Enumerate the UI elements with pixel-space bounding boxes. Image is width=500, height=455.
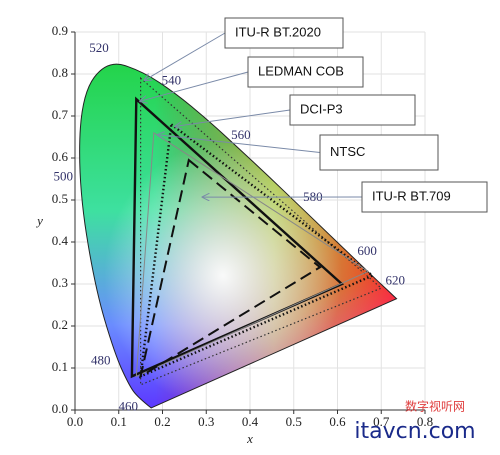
callout-box bbox=[361, 181, 488, 213]
y-axis-label: y bbox=[35, 213, 43, 228]
y-tick-label: 0.6 bbox=[52, 149, 69, 164]
watermark: 数字视听网 bbox=[405, 399, 465, 414]
plot: 460 480 500 520 540 560 580 600 620 bbox=[53, 40, 405, 413]
wavelength-label: 620 bbox=[386, 272, 406, 287]
callout-arrow bbox=[158, 135, 321, 153]
callout-box bbox=[224, 17, 344, 49]
callout-label: LEDMAN COB bbox=[258, 63, 344, 78]
spectral-locus bbox=[79, 63, 398, 409]
wavelength-label: 600 bbox=[357, 243, 377, 258]
x-tick-label: 0.7 bbox=[373, 414, 390, 429]
wavelength-label: 540 bbox=[162, 73, 182, 88]
x-tick-label: 0.1 bbox=[111, 414, 127, 429]
y-tick-label: 0.8 bbox=[52, 65, 68, 80]
wavelength-label: 500 bbox=[53, 169, 73, 184]
callout-arrow bbox=[145, 32, 226, 80]
callout-arrow bbox=[140, 71, 249, 101]
x-tick-label: 0.2 bbox=[154, 414, 170, 429]
x-axis-label: x bbox=[246, 431, 253, 446]
wavelength-label: 460 bbox=[118, 398, 138, 413]
y-tick-label: 0.0 bbox=[52, 401, 68, 416]
y-tick-label: 0.2 bbox=[52, 317, 68, 332]
callout-label: NTSC bbox=[330, 144, 365, 159]
gamut-triangle bbox=[140, 76, 383, 386]
callout-label: DCI-P3 bbox=[300, 101, 343, 116]
x-tick-label: 0.3 bbox=[198, 414, 214, 429]
wavelength-label: 520 bbox=[89, 40, 109, 55]
callout-box bbox=[289, 94, 416, 126]
x-tick-label: 0.6 bbox=[329, 414, 346, 429]
wavelength-label: 560 bbox=[231, 127, 251, 142]
callout-arrow bbox=[175, 109, 291, 126]
x-tick-label: 0.8 bbox=[417, 414, 433, 429]
y-tick-label: 0.4 bbox=[52, 233, 69, 248]
y-tick-label: 0.9 bbox=[52, 23, 68, 38]
gamut-triangle bbox=[139, 158, 322, 379]
gamut-triangle bbox=[130, 96, 345, 379]
wavelength-label: 480 bbox=[91, 353, 111, 368]
y-tick-label: 0.3 bbox=[52, 275, 68, 290]
x-tick-label: 0.5 bbox=[286, 414, 302, 429]
gamut-triangle bbox=[135, 131, 370, 378]
callout-label: ITU-R BT.709 bbox=[372, 188, 451, 203]
callout-box bbox=[319, 134, 439, 171]
site-logo: itavcn.com bbox=[354, 419, 475, 444]
y-tick-label: 0.7 bbox=[52, 107, 69, 122]
callout-box bbox=[247, 56, 364, 88]
y-tick-label: 0.1 bbox=[52, 359, 68, 374]
callout-label: ITU-R BT.2020 bbox=[235, 24, 321, 39]
y-tick-label: 0.5 bbox=[52, 191, 68, 206]
wavelength-label: 580 bbox=[303, 189, 323, 204]
x-tick-label: 0.4 bbox=[242, 414, 259, 429]
x-tick-label: 0.0 bbox=[67, 414, 83, 429]
